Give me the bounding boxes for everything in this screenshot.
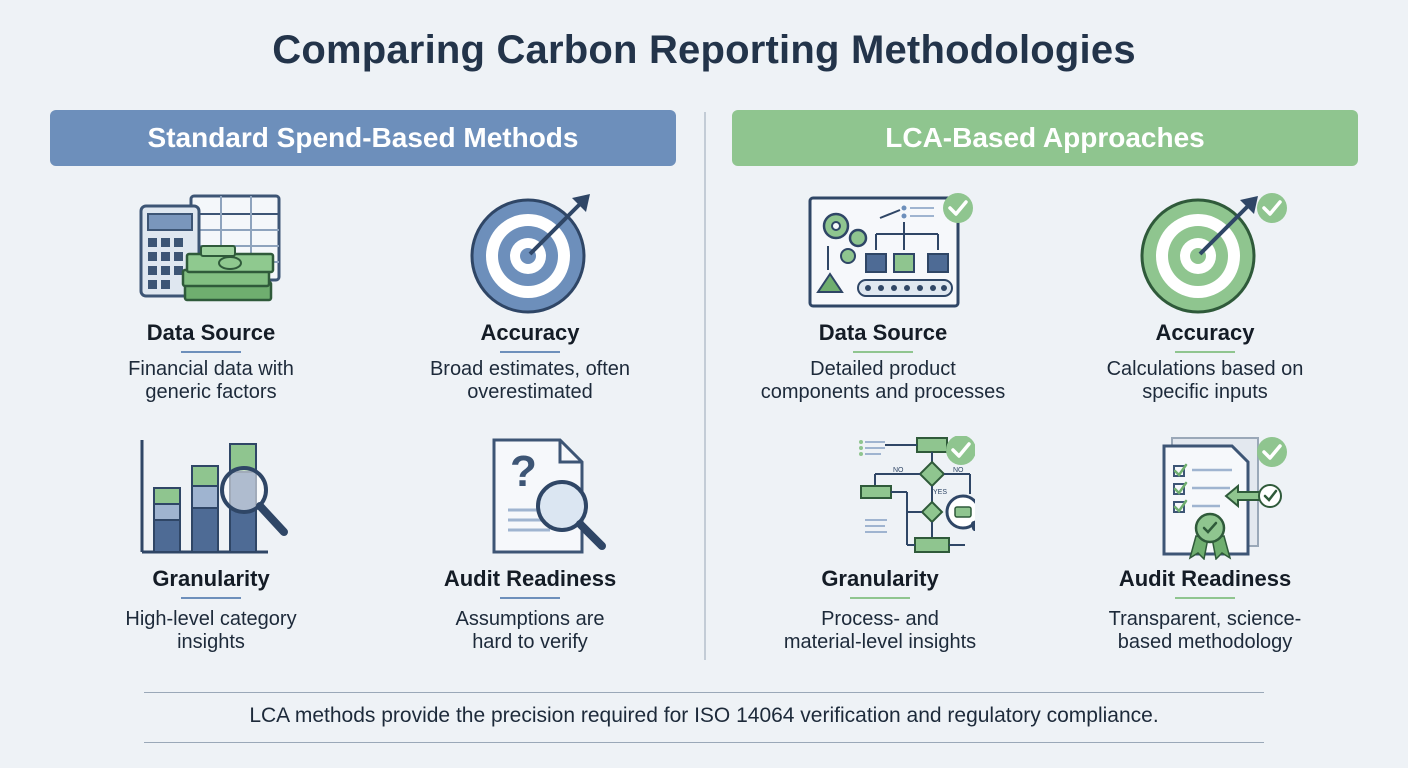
card-description-line1: Process- and: [821, 608, 939, 630]
spend-accuracy-card: Accuracy Broad estimates, often overesti…: [380, 190, 680, 410]
page-title: Comparing Carbon Reporting Methodologies: [272, 28, 1136, 72]
card-description-line1: Transparent, science-: [1108, 608, 1302, 630]
spend-granularity-card: Granularity High-level category insights: [61, 436, 361, 656]
card-description-line2: overestimated: [467, 381, 593, 403]
title-underline: [181, 597, 241, 599]
lca-granularity-card: NO NO YES Granu: [730, 436, 1030, 656]
flow-label-yes: YES: [933, 489, 947, 496]
card-title: Data Source: [818, 320, 948, 345]
card-title: Accuracy: [1155, 320, 1255, 345]
card-description-line2: based methodology: [1117, 631, 1293, 653]
card-description-line2: specific inputs: [1142, 381, 1268, 403]
spend-audit-card: ? Audit Readiness Assumptions are hard t…: [380, 436, 680, 656]
lca-based-banner: LCA-Based Approaches: [732, 110, 1358, 166]
footer-statement: LCA methods provide the precision requir…: [249, 704, 1159, 727]
svg-text:?: ?: [510, 447, 537, 496]
card-description-line1: Detailed product: [810, 358, 956, 380]
card-description-line2: material-level insights: [783, 631, 977, 653]
card-title: Accuracy: [480, 320, 580, 345]
target-check-icon: [1055, 190, 1355, 314]
flow-label-no: NO: [953, 467, 964, 474]
process-flow-check-icon: [733, 190, 1033, 314]
card-description-line1: Financial data with: [128, 358, 294, 380]
footer-rule-top: [144, 692, 1264, 693]
card-title: Granularity: [821, 566, 939, 591]
card-title: Audit Readiness: [1118, 566, 1292, 591]
card-description-line2: insights: [177, 631, 245, 653]
title-underline: [500, 351, 560, 353]
flow-label-no: NO: [893, 467, 904, 474]
lca-accuracy-card: Accuracy Calculations based on specific …: [1055, 190, 1355, 410]
card-title: Data Source: [146, 320, 276, 345]
card-description-line2: generic factors: [145, 381, 277, 403]
title-underline: [1175, 351, 1235, 353]
column-divider: [704, 112, 706, 660]
card-description-line1: Broad estimates, often: [429, 358, 631, 380]
calculator-spreadsheet-money-icon: [61, 190, 361, 310]
card-description-line1: High-level category: [125, 608, 297, 630]
title-underline: [500, 597, 560, 599]
card-title: Audit Readiness: [443, 566, 617, 591]
title-underline: [1175, 597, 1235, 599]
spend-based-banner: Standard Spend-Based Methods: [50, 110, 676, 166]
lca-audit-card: Audit Readiness Transparent, science- ba…: [1055, 436, 1355, 656]
title-underline: [853, 351, 913, 353]
spend-data-source-card: Data Source Financial data with generic …: [61, 190, 361, 410]
card-description-line1: Calculations based on: [1106, 358, 1304, 380]
bar-chart-magnifier-icon: [61, 436, 361, 560]
footer-rule-bottom: [144, 742, 1264, 743]
target-icon: [380, 190, 680, 314]
title-underline: [181, 351, 241, 353]
title-underline: [850, 597, 910, 599]
card-description-line1: Assumptions are: [455, 608, 605, 630]
flowchart-check-icon: NO NO YES: [730, 436, 1030, 560]
document-question-icon: ?: [380, 436, 680, 560]
certified-document-check-icon: [1055, 436, 1355, 560]
card-title: Granularity: [152, 566, 270, 591]
card-description-line2: hard to verify: [472, 631, 588, 653]
card-description-line2: components and processes: [760, 381, 1006, 403]
lca-data-source-card: Data Source Detailed product components …: [733, 190, 1033, 410]
